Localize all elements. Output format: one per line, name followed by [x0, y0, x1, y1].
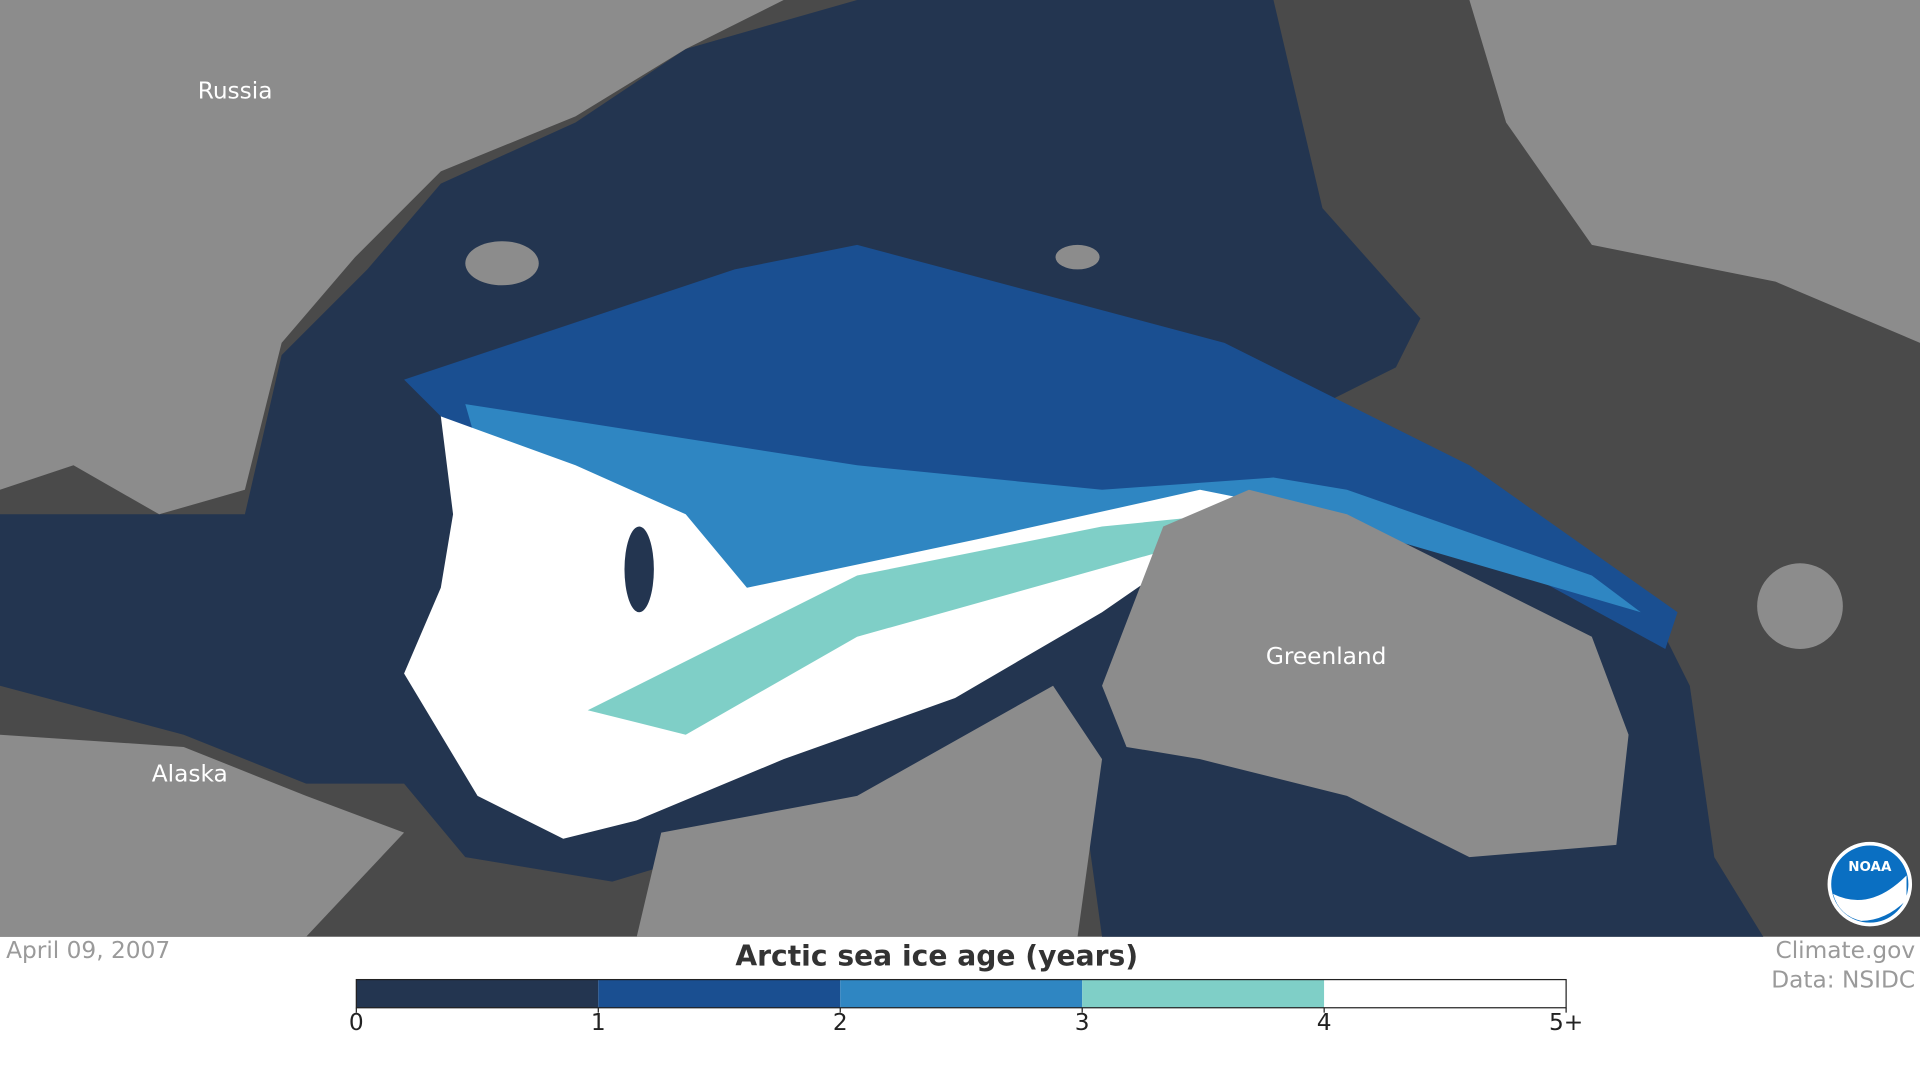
land-island [465, 241, 539, 286]
colorbar-band [1324, 979, 1567, 1008]
land-island [1055, 244, 1100, 270]
tick-label: 2 [833, 1009, 848, 1036]
tick-label: 0 [349, 1009, 364, 1036]
tick-label: 5+ [1549, 1009, 1583, 1036]
map-label: Russia [198, 77, 273, 104]
colorbar-frame [355, 978, 1567, 1009]
colorbar-band [356, 979, 599, 1008]
ice-age-3-4 [587, 514, 1225, 735]
open-water [624, 526, 654, 613]
tick-label: 3 [1075, 1009, 1090, 1036]
colorbar: 0 1 2 3 4 5+ [349, 978, 1583, 1036]
colorbar-band [1082, 979, 1325, 1008]
noaa-logo: NOAA [1827, 841, 1913, 927]
map: Russia Alaska Greenland NOAA [0, 0, 1920, 937]
land-island [1757, 563, 1843, 649]
legend-title: Arctic sea ice age (years) [735, 940, 1138, 973]
land-scandinavia [1469, 0, 1920, 343]
date: April 09, 2007 [6, 937, 170, 964]
tick-label: 4 [1317, 1009, 1332, 1036]
map-label: Greenland [1266, 643, 1387, 670]
land-canada [636, 685, 1103, 937]
credit: Data: NSIDC [1771, 966, 1915, 993]
credit: Climate.gov [1775, 937, 1915, 964]
tick-label: 1 [591, 1009, 606, 1036]
land-russia [0, 0, 784, 515]
logo-swoosh [1833, 875, 1907, 921]
map-label: Alaska [152, 761, 228, 788]
land-alaska [0, 734, 405, 937]
colorbar-band [840, 979, 1083, 1008]
logo-text: NOAA [1848, 860, 1892, 875]
colorbar-band [598, 979, 841, 1008]
land-greenland [1102, 489, 1629, 858]
